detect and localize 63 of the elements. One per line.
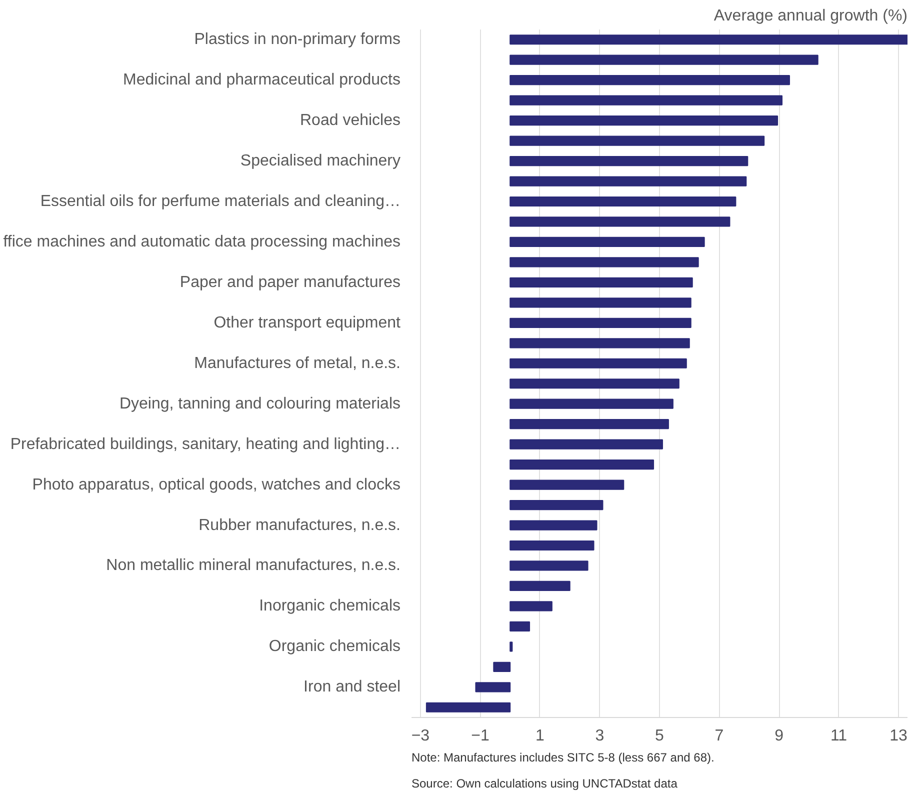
bar <box>510 601 552 612</box>
y-tick-label: Plastics in non-primary forms <box>194 31 401 48</box>
bar <box>475 682 511 692</box>
x-tick-label: 11 <box>830 728 848 744</box>
x-tick-label: −3 <box>411 728 430 744</box>
bar <box>510 156 748 166</box>
x-tick-label: 9 <box>774 728 784 744</box>
bar <box>510 257 699 268</box>
bar <box>510 439 663 450</box>
bar <box>510 642 513 652</box>
y-tick-label: Dyeing, tanning and colouring materials <box>119 395 401 412</box>
chart-title: Average annual growth (%) <box>714 8 908 24</box>
y-tick-label: Organic chemicals <box>268 638 401 656</box>
bar <box>510 298 692 308</box>
y-tick-label: Photo apparatus, optical goods, watches and clocks <box>32 476 401 494</box>
bar <box>510 540 594 551</box>
bar <box>510 34 908 45</box>
y-tick-label: Medicinal and pharmaceutical products <box>123 72 400 89</box>
y-tick-label: Inorganic chemicals <box>259 598 401 615</box>
bar <box>510 196 736 207</box>
y-tick-label: Specialised machinery <box>240 152 400 170</box>
bar <box>510 520 598 530</box>
x-tick-label: 3 <box>595 728 604 744</box>
y-tick-label: Road vehicles <box>300 112 400 130</box>
bar <box>510 318 692 328</box>
y-tick-label: Manufactures of metal, n.e.s. <box>194 354 401 372</box>
text: Note: Manufactures includes SITC 5-8 (less 667 and 68). <box>412 750 714 764</box>
x-tick-label: 13 <box>890 728 908 744</box>
y-tick-label: Non metallic mineral manufactures, n.e.s. <box>106 557 400 574</box>
bar <box>510 378 680 389</box>
x-tick-label: 1 <box>536 728 545 744</box>
y-tick-label: ffice machines and automatic data processing machines <box>3 233 401 250</box>
bar <box>510 338 690 348</box>
bar <box>510 480 624 490</box>
bar <box>426 702 511 712</box>
bar <box>510 277 693 288</box>
y-tick-label: Other transport equipment <box>214 314 402 332</box>
bar <box>510 358 687 368</box>
bar <box>510 95 783 106</box>
bar <box>510 136 765 146</box>
x-tick-label: 5 <box>655 728 664 744</box>
source-note: Source: Own calculations using UNCTADstat data <box>412 776 678 790</box>
bar <box>510 580 570 592</box>
x-tick-label: −1 <box>471 728 490 744</box>
bar <box>510 621 530 632</box>
bar <box>493 662 511 672</box>
bar <box>510 500 604 510</box>
x-tick-label: 7 <box>714 728 724 744</box>
y-tick-label: Paper and paper manufactures <box>180 274 401 291</box>
bar <box>510 419 669 430</box>
bar <box>510 236 705 248</box>
bar <box>510 460 654 470</box>
bar <box>510 216 730 227</box>
bar <box>510 75 790 86</box>
y-tick-label: Prefabricated buildings, sanitary, heating and lighting… <box>10 436 401 453</box>
y-tick-label: Essential oils for perfume materials and cleaning… <box>40 193 400 210</box>
y-tick-label: Rubber manufactures, n.e.s. <box>198 516 401 534</box>
bar <box>510 560 588 571</box>
bar <box>510 116 778 126</box>
bar <box>510 398 674 409</box>
y-tick-label: Iron and steel <box>304 678 400 696</box>
bar <box>510 176 747 186</box>
bar <box>510 54 818 65</box>
